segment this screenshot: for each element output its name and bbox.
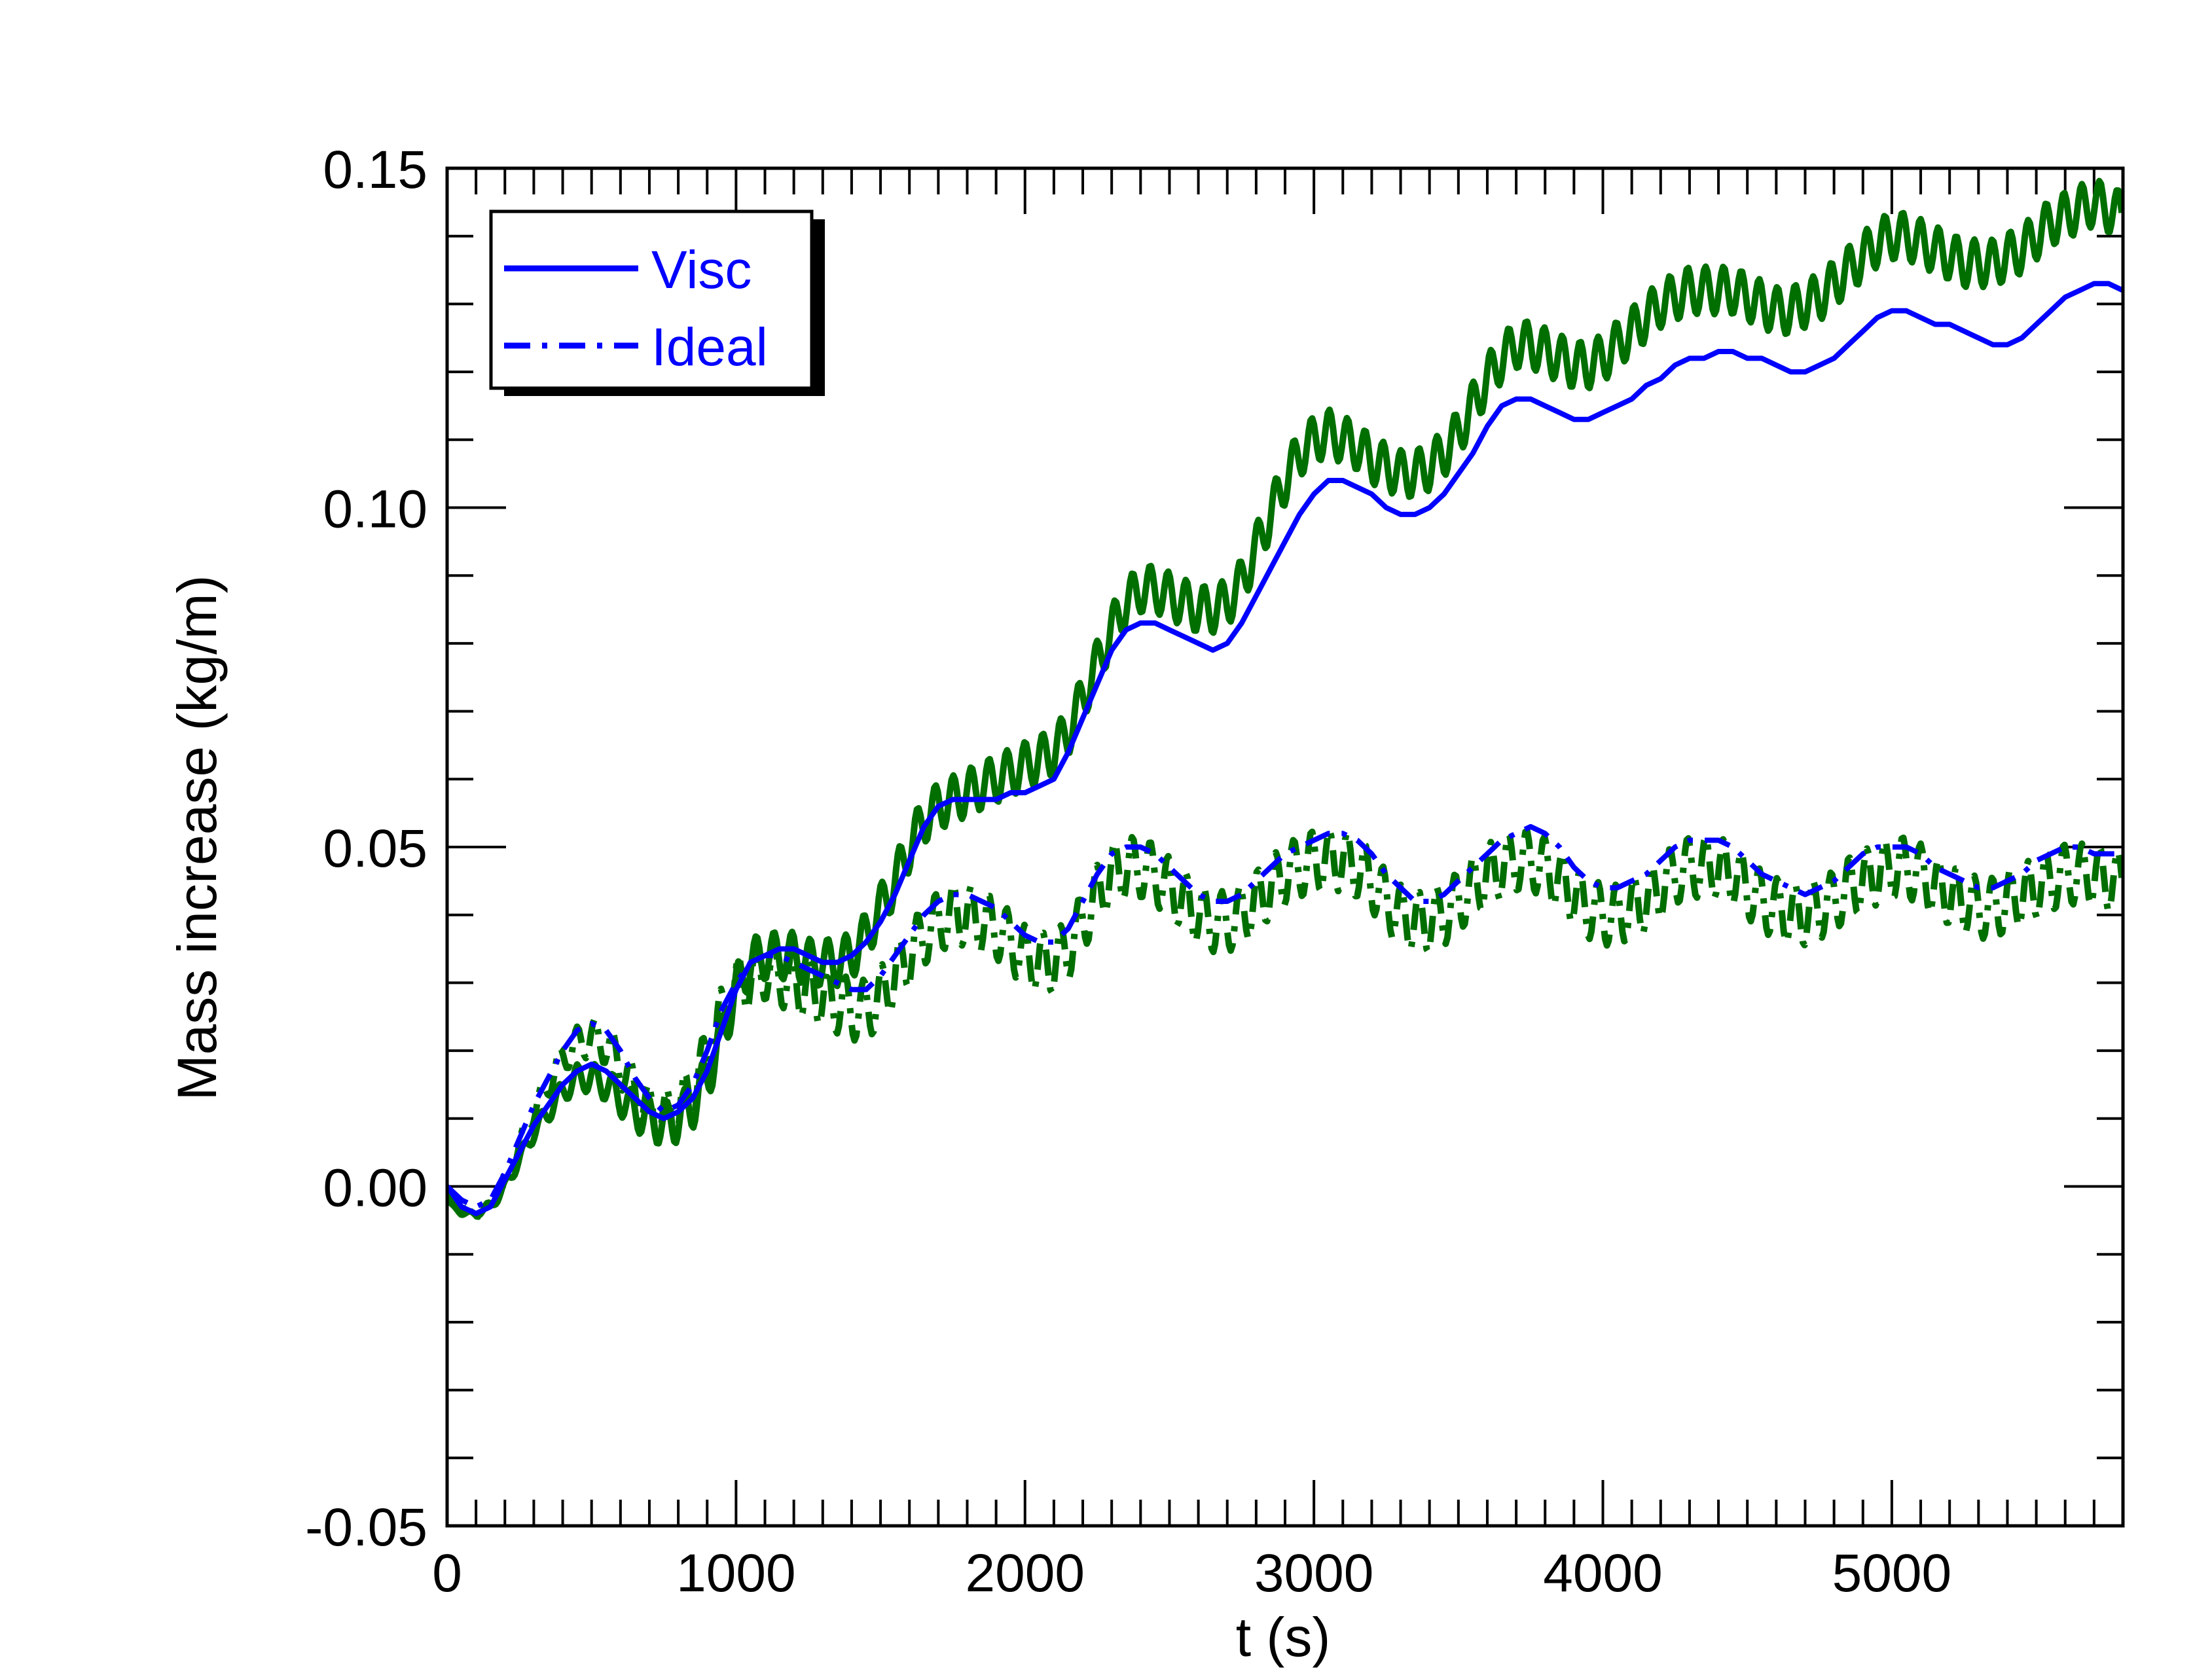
x-axis-title: t (s): [1236, 1606, 1331, 1668]
tick-labels: 0 1000 2000 3000 4000 5000 -0.05 0.00 0.05 0.10 0.…: [305, 140, 1951, 1603]
plot-series: [447, 177, 2123, 1220]
legend: Visc Ideal: [489, 209, 825, 396]
series-line-ideal: [447, 823, 2123, 1210]
x-tick-label: 4000: [1543, 1544, 1662, 1603]
legend-entries: Visc Ideal: [504, 240, 768, 377]
legend-box: [489, 209, 814, 390]
x-tick-label: 1000: [676, 1544, 795, 1603]
x-tick-label: 0: [432, 1544, 462, 1603]
x-tick-label: 2000: [966, 1544, 1085, 1603]
x-tick-label: 3000: [1254, 1544, 1373, 1603]
y-tick-label: 0.15: [323, 140, 427, 200]
y-axis-title: Mass increase (kg/m): [166, 575, 228, 1101]
series-line-green-solid: [447, 177, 2123, 1219]
legend-label-visc: Visc: [651, 240, 752, 300]
y-tick-label: 0.05: [323, 819, 427, 878]
legend-label-ideal: Ideal: [651, 317, 768, 377]
y-tick-label: -0.05: [305, 1498, 427, 1557]
plot-frame: [445, 166, 2125, 1528]
y-tick-label: 0.10: [323, 480, 427, 539]
y-tick-label: 0.00: [323, 1159, 427, 1218]
x-tick-label: 5000: [1832, 1544, 1951, 1603]
series-line-visc: [447, 281, 2123, 1216]
